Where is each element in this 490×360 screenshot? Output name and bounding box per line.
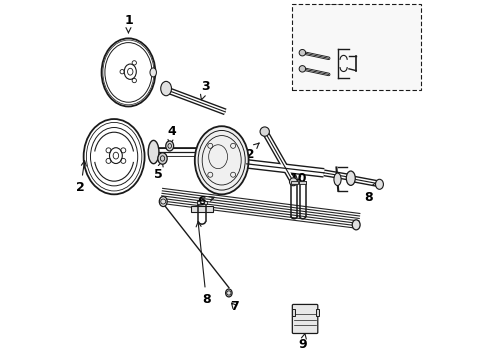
Circle shape — [290, 178, 297, 186]
Text: 5: 5 — [154, 162, 163, 181]
Text: 11: 11 — [328, 3, 345, 16]
Ellipse shape — [334, 173, 341, 185]
Text: 3: 3 — [200, 80, 210, 100]
Ellipse shape — [225, 289, 232, 297]
Text: 4: 4 — [167, 125, 176, 145]
Ellipse shape — [159, 197, 167, 207]
Text: 12: 12 — [238, 143, 259, 161]
Text: 8: 8 — [196, 222, 211, 306]
Bar — [291, 181, 298, 184]
Bar — [204, 201, 207, 204]
Bar — [292, 4, 421, 90]
Bar — [196, 201, 200, 204]
Ellipse shape — [148, 140, 159, 164]
Ellipse shape — [352, 220, 360, 230]
Ellipse shape — [158, 153, 167, 164]
Text: 10: 10 — [289, 172, 307, 185]
Circle shape — [260, 127, 270, 136]
Ellipse shape — [375, 179, 383, 189]
Text: 6: 6 — [197, 195, 214, 208]
Bar — [316, 309, 319, 316]
Bar — [299, 181, 306, 184]
Text: 7: 7 — [230, 300, 239, 313]
Text: 2: 2 — [76, 161, 86, 194]
Text: 8: 8 — [365, 182, 377, 204]
Circle shape — [299, 66, 306, 72]
Ellipse shape — [166, 141, 173, 151]
Ellipse shape — [150, 68, 156, 77]
Ellipse shape — [161, 81, 171, 96]
Circle shape — [299, 49, 306, 56]
FancyBboxPatch shape — [293, 305, 318, 333]
Ellipse shape — [195, 126, 248, 194]
Ellipse shape — [346, 171, 355, 185]
Text: 1: 1 — [124, 14, 133, 33]
Bar — [191, 206, 213, 212]
Text: 9: 9 — [298, 333, 307, 351]
Bar — [292, 309, 295, 316]
